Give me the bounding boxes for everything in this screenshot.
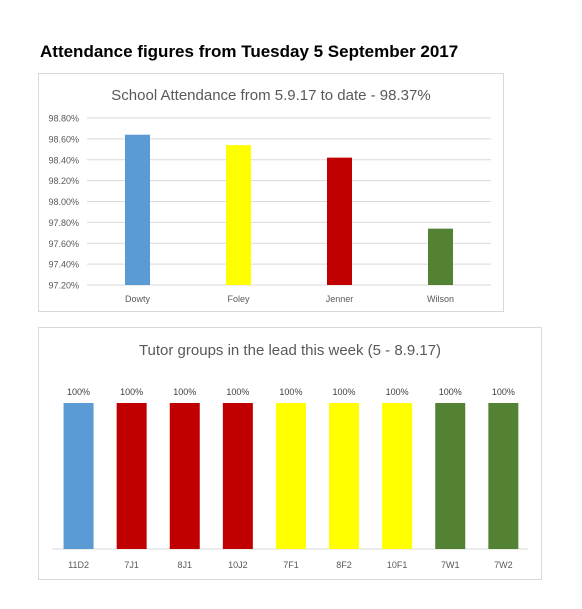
y-tick-label: 98.80% xyxy=(48,114,79,124)
y-tick-label: 98.20% xyxy=(48,176,79,186)
y-tick-label: 97.80% xyxy=(48,218,79,228)
x-tick-label: Dowty xyxy=(125,294,151,304)
data-label: 100% xyxy=(333,387,356,397)
tutor-groups-chart: Tutor groups in the lead this week (5 - … xyxy=(38,327,542,580)
x-tick-label: 10F1 xyxy=(387,560,408,570)
x-tick-label: 8F2 xyxy=(336,560,352,570)
bar-7w2 xyxy=(488,403,519,549)
bar-7w1 xyxy=(435,403,466,549)
bar-8j1 xyxy=(169,403,200,549)
x-tick-label: 7W2 xyxy=(494,560,513,570)
bar-dowty xyxy=(125,134,150,285)
data-label: 100% xyxy=(67,387,90,397)
data-label: 100% xyxy=(226,387,249,397)
data-label: 100% xyxy=(386,387,409,397)
bar-10j2 xyxy=(222,403,253,549)
y-tick-label: 98.40% xyxy=(48,155,79,165)
bar-7f1 xyxy=(275,403,306,549)
bar-7j1 xyxy=(116,403,147,549)
data-label: 100% xyxy=(173,387,196,397)
x-tick-label: 7W1 xyxy=(441,560,460,570)
bar-wilson xyxy=(428,228,453,285)
bar-11d2 xyxy=(63,403,94,549)
page-heading: Attendance figures from Tuesday 5 Septem… xyxy=(40,42,459,61)
bar-8f2 xyxy=(329,403,360,549)
y-tick-label: 98.60% xyxy=(48,134,79,144)
x-tick-label: 7J1 xyxy=(124,560,139,570)
bar-10f1 xyxy=(382,403,413,549)
data-label: 100% xyxy=(279,387,302,397)
x-tick-label: 10J2 xyxy=(228,560,248,570)
bar-foley xyxy=(226,145,251,285)
y-tick-label: 98.00% xyxy=(48,197,79,207)
x-tick-label: 7F1 xyxy=(283,560,299,570)
x-tick-label: 11D2 xyxy=(68,560,89,570)
x-tick-label: Foley xyxy=(227,294,250,304)
data-label: 100% xyxy=(492,387,515,397)
school-attendance-chart-title: School Attendance from 5.9.17 to date - … xyxy=(111,87,431,104)
y-tick-label: 97.40% xyxy=(48,260,79,270)
x-tick-label: Wilson xyxy=(427,294,454,304)
data-label: 100% xyxy=(439,387,462,397)
y-tick-label: 97.20% xyxy=(48,281,79,291)
bar-jenner xyxy=(327,157,352,285)
y-tick-label: 97.60% xyxy=(48,239,79,249)
data-label: 100% xyxy=(120,387,143,397)
x-tick-label: 8J1 xyxy=(177,560,192,570)
tutor-groups-plot: 100% 11D2 100% 7J1 100% 8J1 100% 10J2 100% 7F1 100… xyxy=(52,387,528,570)
tutor-groups-chart-title: Tutor groups in the lead this week (5 - … xyxy=(138,342,442,359)
school-attendance-chart: School Attendance from 5.9.17 to date - … xyxy=(38,73,504,312)
school-attendance-plot: 97.20% 97.40% 97.60% 97.80% 98.00% 98.20% 98.4… xyxy=(48,114,491,304)
x-tick-label: Jenner xyxy=(326,294,354,304)
